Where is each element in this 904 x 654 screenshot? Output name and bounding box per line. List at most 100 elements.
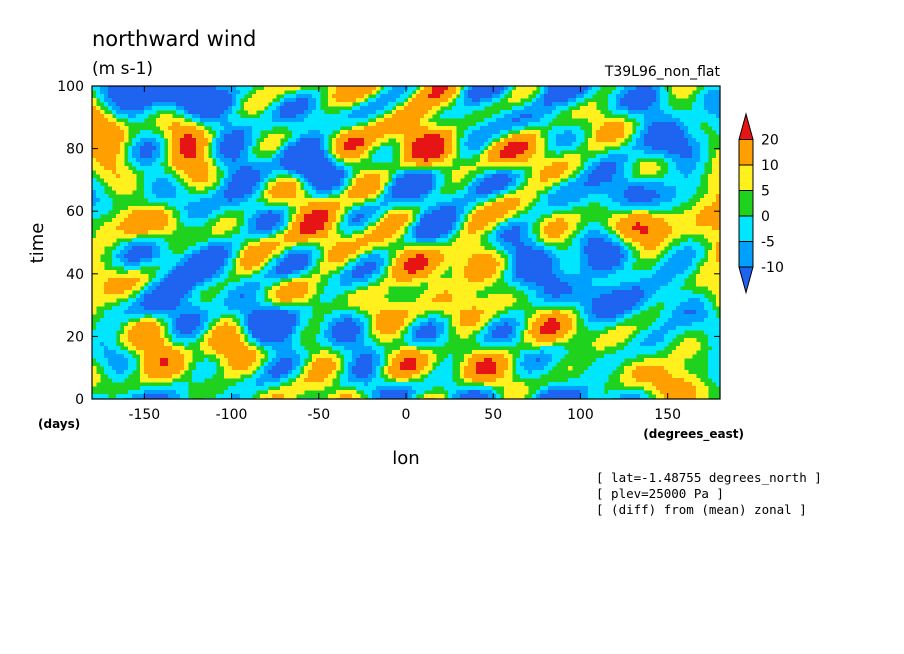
heatmap-cell (380, 362, 385, 367)
heatmap-cell (640, 342, 657, 347)
heatmap-cell (632, 374, 673, 379)
heatmap-cell (532, 154, 545, 159)
heatmap-cell (260, 262, 265, 267)
heatmap-cell (496, 394, 501, 399)
heatmap-cell (536, 146, 545, 151)
heatmap-cell (460, 322, 477, 327)
heatmap-cell (416, 238, 437, 243)
heatmap-cell (320, 138, 325, 143)
heatmap-cell (488, 322, 493, 327)
colorbar-label: -5 (761, 235, 775, 251)
heatmap-cell (92, 334, 117, 339)
heatmap-cell (220, 130, 233, 135)
heatmap-cell (456, 210, 465, 215)
heatmap-cell (280, 150, 285, 155)
heatmap-cell (204, 122, 221, 127)
heatmap-cell (256, 226, 273, 231)
heatmap-cell (192, 374, 213, 379)
heatmap-cell (548, 362, 557, 367)
heatmap-cell (528, 146, 537, 151)
heatmap-cell (332, 318, 345, 323)
heatmap-cell (624, 262, 633, 267)
heatmap-cell (276, 182, 297, 187)
heatmap-cell (404, 138, 417, 143)
heatmap-cell (332, 162, 337, 167)
heatmap-cell (556, 318, 573, 323)
heatmap-cell (640, 242, 661, 247)
heatmap-cell (468, 278, 485, 283)
heatmap-cell (576, 98, 585, 103)
heatmap-cell (116, 370, 125, 375)
heatmap-cell (472, 214, 505, 219)
heatmap-cell (436, 330, 445, 335)
heatmap-cell (484, 334, 493, 339)
heatmap-cell (328, 158, 333, 163)
heatmap-cell (388, 374, 393, 379)
heatmap-cell (428, 322, 433, 327)
heatmap-cell (100, 342, 105, 347)
heatmap-cell (276, 270, 293, 275)
heatmap-cell (144, 186, 153, 191)
heatmap-cell (292, 346, 305, 351)
heatmap-cell (276, 150, 281, 155)
heatmap-cell (280, 374, 289, 379)
heatmap-cell (704, 94, 720, 99)
heatmap-cell (376, 190, 381, 195)
heatmap-cell (620, 374, 633, 379)
heatmap-cell (584, 90, 589, 95)
heatmap-cell (556, 218, 565, 223)
heatmap-cell (268, 290, 277, 295)
heatmap-cell (312, 254, 321, 259)
heatmap-cell (660, 314, 673, 319)
heatmap-cell (672, 310, 685, 315)
heatmap-cell (368, 98, 377, 103)
heatmap-cell (392, 186, 433, 191)
heatmap-cell (556, 330, 569, 335)
heatmap-cell (276, 290, 309, 295)
heatmap-cell (472, 182, 481, 187)
heatmap-cell (612, 242, 621, 247)
heatmap-cell (92, 214, 101, 219)
heatmap-cell (172, 182, 181, 187)
heatmap-cell (132, 138, 141, 143)
heatmap-cell (172, 270, 217, 275)
heatmap-cell (240, 154, 249, 159)
heatmap-cell (140, 154, 153, 159)
heatmap-cell (264, 194, 273, 199)
heatmap-cell (560, 234, 569, 239)
heatmap-cell (260, 242, 281, 247)
heatmap-cell (292, 362, 301, 367)
heatmap-cell (460, 146, 469, 151)
heatmap-cell (128, 322, 137, 327)
heatmap-cell (420, 122, 437, 127)
heatmap-cell (480, 158, 489, 163)
heatmap-cell (404, 334, 413, 339)
heatmap-cell (472, 306, 477, 311)
heatmap-cell (228, 90, 241, 95)
heatmap-cell (292, 270, 301, 275)
heatmap-cell (256, 358, 261, 363)
heatmap-cell (392, 178, 397, 183)
heatmap-cell (172, 266, 177, 271)
heatmap-cell (584, 306, 593, 311)
heatmap-cell (316, 106, 321, 111)
heatmap-cell (348, 194, 369, 199)
heatmap-cell (468, 182, 473, 187)
heatmap-cell (240, 262, 261, 267)
heatmap-cell (528, 294, 537, 299)
heatmap-cell (156, 146, 161, 151)
heatmap-cell (96, 158, 117, 163)
heatmap-cell (204, 334, 213, 339)
heatmap-cell (208, 310, 241, 315)
heatmap-cell (588, 90, 597, 95)
heatmap-cell (528, 142, 537, 147)
heatmap-cell (412, 146, 445, 151)
heatmap-cell (448, 390, 457, 395)
heatmap-cell (344, 266, 353, 271)
heatmap-cell (128, 114, 137, 119)
heatmap-cell (348, 378, 373, 383)
heatmap-cell (404, 170, 433, 175)
heatmap-cell (192, 118, 201, 123)
heatmap-cell (396, 110, 429, 115)
heatmap-cell (140, 386, 189, 391)
